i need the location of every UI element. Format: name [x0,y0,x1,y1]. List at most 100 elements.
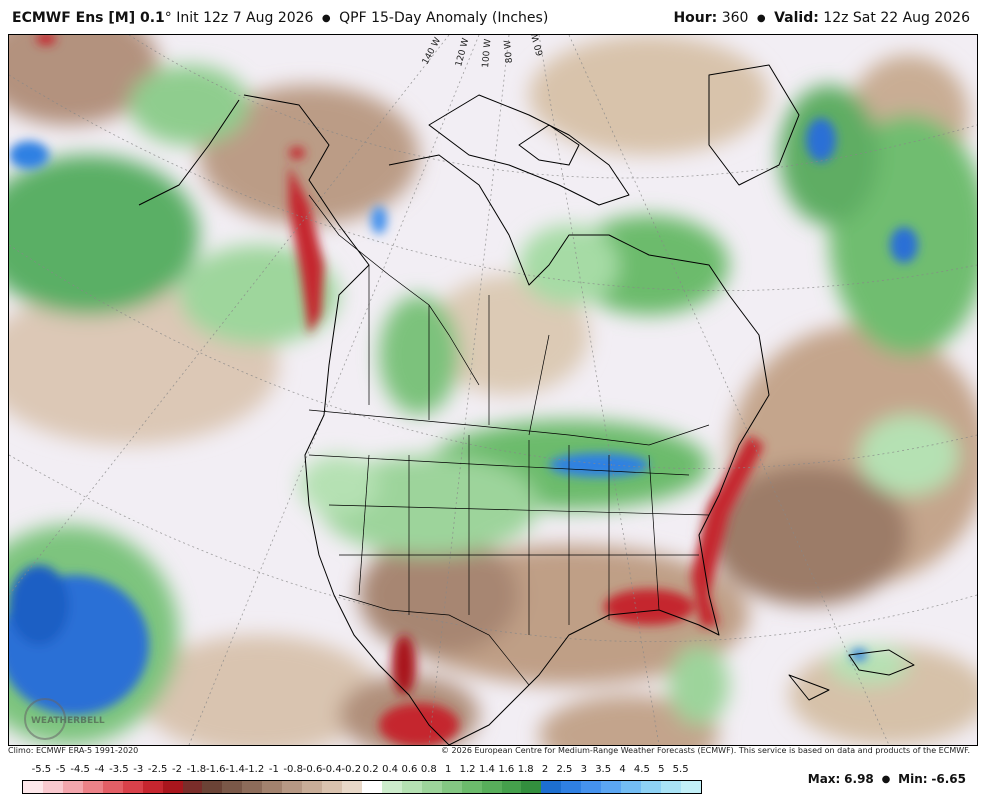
legend-swatch [561,781,582,793]
legend-swatch [641,781,661,793]
legend-tick-label: 5 [658,764,665,775]
legend-swatch [421,781,442,793]
legend-tick-label: 5.5 [672,764,689,775]
pacific-coast [243,94,450,745]
legend-tick-label: 2.5 [556,764,573,775]
legend-swatch [142,781,163,793]
product-name: QPF 15-Day Anomaly (Inches) [339,10,549,26]
weatherbell-watermark: WEATHERBELL [24,698,105,740]
legend-tick-label: -1.8 [186,764,207,775]
legend-tick-label: 1.8 [517,764,534,775]
legend-swatch [680,781,701,793]
legend-tick-label: -1 [268,764,279,775]
legend-tick-label: -3.5 [109,764,129,775]
legend-tick-label: -1.4 [225,764,245,775]
separator-dot: ● [756,13,766,24]
min-label: Min: [898,772,928,786]
lon-label-100w: 100 W [481,38,493,68]
legend-swatch [42,781,63,793]
color-scale-legend: -5.5 -5 -4.5 -4 -3.5 -3 -2.5 -2 -1.8 -1.6 -1.4 -1.2… [22,764,702,798]
map-canvas: 140 W 120 W 100 W 80 W 60 W [9,35,977,745]
legend-tick-label: 0.6 [401,764,418,775]
legend-swatch [441,781,462,793]
legend-swatch [361,781,382,793]
legend-swatch [342,781,362,793]
legend-swatch [102,781,123,793]
legend-tick-label: 4 [619,764,626,775]
max-label: Max: [807,772,841,786]
legend-tick-label: 2 [541,764,549,775]
canada-province-line [528,334,550,436]
legend-tick-label: 0.4 [382,764,398,775]
legend-swatch [202,781,223,793]
legend-swatch [381,781,402,793]
us-canada-border [308,409,710,446]
legend-swatch [62,781,83,793]
legend-swatch [82,781,103,793]
legend-swatch [481,781,502,793]
legend-swatch [501,781,522,793]
legend-tick-label: -0.6 [302,764,323,775]
legend-tick-label: -2 [171,764,182,775]
valid-time-info: Hour: 360 ● Valid: 12z Sat 22 Aug 2026 [673,10,970,26]
legend-tick-label: 0.8 [420,764,437,775]
legend-swatch [322,781,342,793]
legend-tick-label: 3 [580,764,587,775]
valid-label: Valid: [774,10,819,26]
atlantic-gulf-coast [388,154,770,745]
legend-tick-label: 0.2 [362,764,379,775]
legend-swatch [541,781,562,793]
model-name: ECMWF Ens [M] 0.1 [12,10,165,26]
state-line [648,454,660,611]
legend-tick-label: -0.2 [341,764,362,775]
map-title: ECMWF Ens [M] 0.1° Init 12z 7 Aug 2026 ●… [12,10,548,26]
legend-swatch [282,781,303,793]
baffin-region [518,124,580,166]
legend-tick-label: 1.6 [498,764,515,775]
legend-swatch [122,781,143,793]
legend-tick-label: -5.5 [31,764,52,775]
legend-swatch [162,781,183,793]
caribbean-islands [848,649,915,676]
legend-tick-label: -2.5 [147,764,168,775]
canada-province-line [308,194,480,386]
climatology-credit: Climo: ECMWF ERA-5 1991-2020 [8,746,139,755]
map-header: ECMWF Ens [M] 0.1° Init 12z 7 Aug 2026 ●… [0,0,984,34]
alaska-coast [138,99,240,206]
watermark-text: WEATHERBELL [31,716,105,726]
valid-time: 12z Sat 22 Aug 2026 [823,10,970,26]
political-boundaries [308,194,710,686]
legend-swatch [461,781,482,793]
legend-swatch [621,781,642,793]
arctic-islands [428,94,630,206]
separator-dot: ● [881,774,891,785]
legend-swatch [661,781,681,793]
anomaly-map[interactable]: 140 W 120 W 100 W 80 W 60 W [8,34,978,746]
legend-swatch [23,781,43,793]
legend-tick-label: 1.4 [478,764,495,775]
legend-tick-label: -0.8 [283,764,303,775]
legend-swatch [521,781,542,793]
legend-tick-label: -5 [55,764,66,775]
max-min-stats: Max: 6.98 ● Min: -6.65 [808,772,966,786]
max-value: 6.98 [844,772,874,786]
legend-swatch [302,781,323,793]
legend-tick-label: 1.2 [459,764,476,775]
legend-tick-label: 3.5 [595,764,612,775]
lat-lon-graticule [9,35,977,745]
lon-label-60w: 60 W [530,35,546,57]
legend-swatch [601,781,622,793]
coastlines [138,64,915,745]
state-line [358,454,370,596]
greenland-coast [708,64,800,186]
legend-tick-labels: -5.5 -5 -4.5 -4 -3.5 -3 -2.5 -2 -1.8 -1.6 -1.4 -1.2… [22,764,702,778]
caribbean-islands [788,674,830,701]
legend-swatch [182,781,203,793]
lon-label-80w: 80 W [503,40,515,64]
us-mexico-border [338,594,530,686]
legend-tick-label: -1.6 [205,764,226,775]
ecmwf-copyright: © 2026 European Centre for Medium-Range … [441,746,970,755]
legend-tick-label: -0.4 [322,764,342,775]
hour-label: Hour: [673,10,718,26]
extreme-anomalies [9,35,918,745]
